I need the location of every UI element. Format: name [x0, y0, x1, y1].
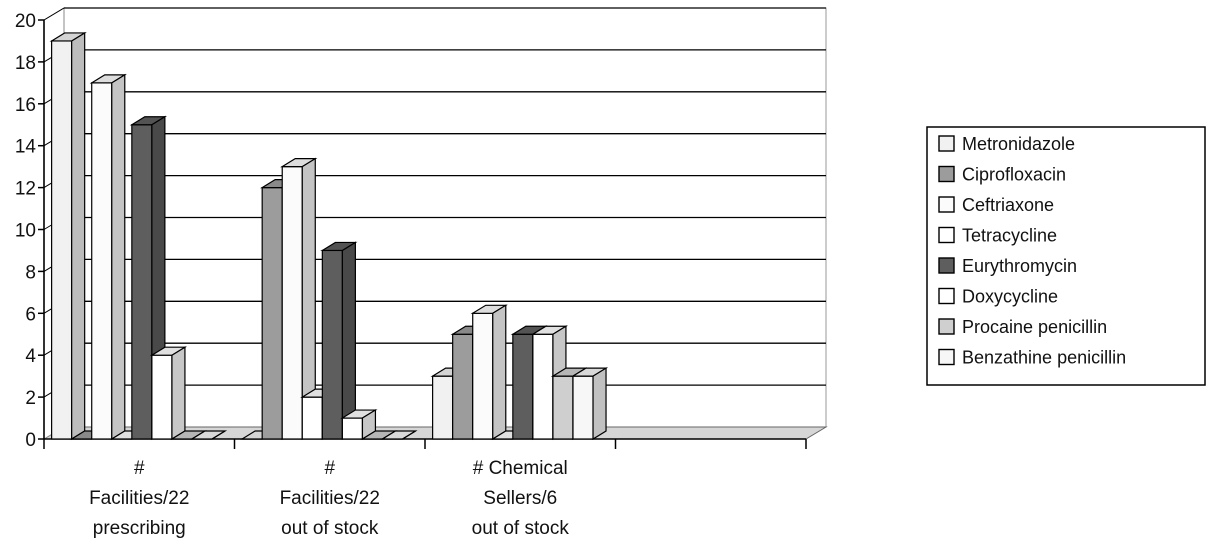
- bar-front: [152, 355, 172, 439]
- bar: [473, 305, 506, 439]
- y-tick-label: 6: [25, 304, 36, 325]
- legend-swatch: [939, 350, 954, 365]
- bar-front: [473, 313, 493, 439]
- x-category-label: #: [134, 458, 145, 479]
- y-tick-label: 14: [15, 137, 37, 158]
- bar: [322, 242, 355, 439]
- bar-side: [172, 347, 185, 439]
- bar: [152, 347, 185, 439]
- y-tick-label: 12: [15, 179, 36, 200]
- x-category-label: out of stock: [281, 518, 379, 539]
- y-tick-label: 16: [15, 95, 36, 116]
- bar: [92, 75, 125, 439]
- bar-side: [593, 368, 606, 439]
- bar-front: [92, 83, 112, 439]
- x-category-label: Facilities/22: [89, 488, 189, 509]
- bar-side: [112, 75, 125, 439]
- x-category-label: Facilities/22: [280, 488, 380, 509]
- bar-front: [132, 125, 152, 439]
- y-tick-label: 18: [15, 53, 36, 74]
- x-category-label: #: [324, 458, 335, 479]
- legend-label: Ciprofloxacin: [962, 165, 1066, 185]
- legend-swatch: [939, 289, 954, 304]
- x-category-label: prescribing: [93, 518, 186, 539]
- bar-front: [52, 41, 72, 439]
- bar-side: [493, 305, 506, 439]
- bar-front: [322, 250, 342, 439]
- legend-swatch: [939, 258, 954, 273]
- bar-front: [453, 334, 473, 439]
- legend-label: Ceftriaxone: [962, 195, 1054, 215]
- bar-front: [262, 188, 282, 439]
- legend-label: Tetracycline: [962, 226, 1057, 246]
- x-category-label: # Chemical: [473, 458, 568, 479]
- legend-swatch: [939, 319, 954, 334]
- y-tick-label: 10: [15, 221, 36, 242]
- x-category-label: Sellers/6: [483, 488, 557, 509]
- legend-swatch: [939, 197, 954, 212]
- y-tick-label: 20: [15, 11, 36, 32]
- bar-front: [282, 167, 302, 439]
- y-tick-label: 4: [25, 346, 36, 367]
- legend-swatch: [939, 167, 954, 182]
- bar-side: [72, 33, 85, 439]
- bar-side: [342, 242, 355, 439]
- legend-label: Benzathine penicillin: [962, 348, 1126, 368]
- bar-front: [433, 376, 453, 439]
- legend-label: Doxycycline: [962, 287, 1058, 307]
- bar: [52, 33, 85, 439]
- y-tick-label: 2: [25, 388, 36, 409]
- legend-label: Procaine penicillin: [962, 317, 1107, 337]
- bar-front: [513, 334, 533, 439]
- bar-front: [553, 376, 573, 439]
- bar-front: [573, 376, 593, 439]
- y-tick-label: 0: [25, 430, 36, 451]
- legend-swatch: [939, 136, 954, 151]
- bar-front: [342, 418, 362, 439]
- bar-front: [533, 334, 553, 439]
- bar: [573, 368, 606, 439]
- bar-front: [302, 397, 322, 439]
- legend-label: Metronidazole: [962, 134, 1075, 154]
- legend-label: Eurythromycin: [962, 256, 1077, 276]
- legend-swatch: [939, 228, 954, 243]
- x-category-label: out of stock: [472, 518, 570, 539]
- y-tick-label: 8: [25, 262, 36, 283]
